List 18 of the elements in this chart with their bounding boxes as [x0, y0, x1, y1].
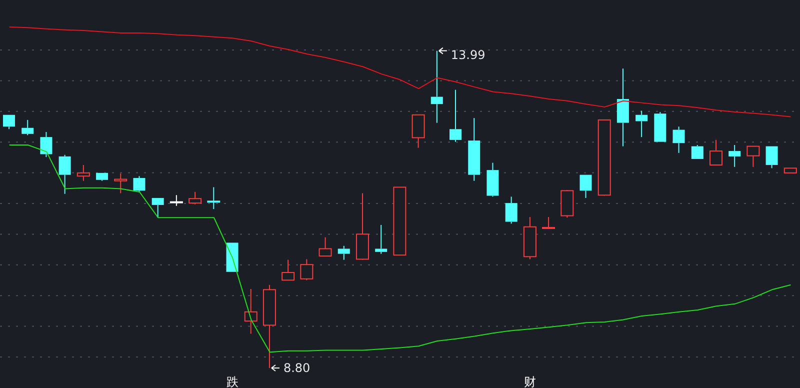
candlestick	[76, 164, 90, 182]
x-tick-label: 跌	[226, 375, 239, 388]
candlestick	[672, 126, 685, 154]
candlestick	[468, 118, 480, 182]
annotation: 13.99	[450, 48, 486, 62]
candlestick	[430, 50, 443, 124]
x-tick-label: 财	[524, 375, 536, 388]
candlestick	[114, 173, 128, 194]
candlestick	[338, 245, 350, 260]
candlestick	[636, 110, 648, 138]
candlestick	[244, 288, 258, 334]
candlestick	[40, 131, 52, 158]
candlestick	[728, 144, 741, 168]
candlestick	[450, 89, 462, 142]
annotation: 8.80	[283, 361, 310, 375]
candlestick	[375, 224, 388, 254]
candlestick	[58, 154, 71, 194]
candlestick	[616, 68, 629, 147]
